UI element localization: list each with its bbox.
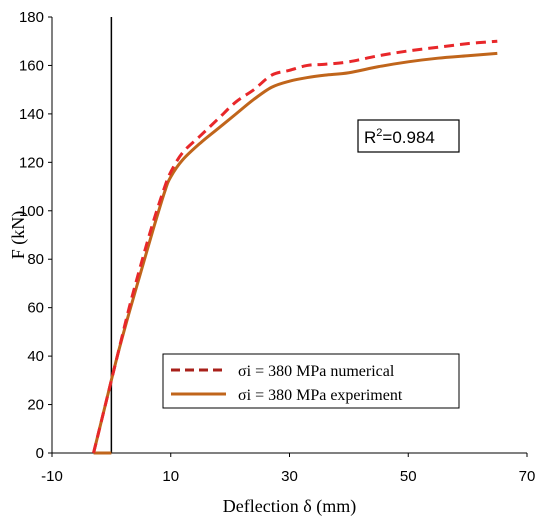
series-layer [92, 39, 498, 455]
series-line-experiment [92, 51, 498, 454]
x-tick-label: 10 [162, 468, 179, 485]
y-tick-label: 180 [19, 9, 44, 26]
y-axis-title: F (kN) [8, 211, 29, 260]
series-line-numerical [92, 39, 498, 454]
legend-box [162, 353, 460, 409]
y-tick-label: 80 [27, 251, 44, 268]
y-tick-label: 0 [36, 445, 44, 462]
legend-label-experiment: σi = 380 MPa experiment [238, 387, 403, 404]
annotation-text: R2=0.984 [364, 127, 435, 147]
x-tick-label: 70 [519, 468, 536, 485]
r-squared-annotation: R2=0.984 [357, 119, 460, 153]
legend-label-numerical: σi = 380 MPa numerical [238, 363, 395, 380]
y-tick-label: 20 [27, 397, 44, 414]
annotation-box [357, 119, 460, 153]
y-tick-label: 140 [19, 106, 44, 123]
x-tick-label: -10 [41, 468, 63, 485]
annotation-prefix: R [364, 128, 376, 147]
x-tick-label: 50 [400, 468, 417, 485]
y-tick-label: 60 [27, 300, 44, 317]
x-tick-label: 30 [281, 468, 298, 485]
legend: σi = 380 MPa numerical σi = 380 MPa expe… [162, 353, 460, 409]
y-tick-label: 160 [19, 57, 44, 74]
y-tick-label: 100 [19, 203, 44, 220]
y-tick-label: 40 [27, 348, 44, 365]
y-tick-label: 120 [19, 154, 44, 171]
annotation-superscript: 2 [376, 127, 382, 139]
axes-layer: 0 20 40 60 80 100 120 140 160 180 -10 10 30 50 70 [19, 9, 535, 485]
annotation-value: =0.984 [382, 128, 434, 147]
x-axis-title: Deflection δ (mm) [223, 496, 356, 517]
